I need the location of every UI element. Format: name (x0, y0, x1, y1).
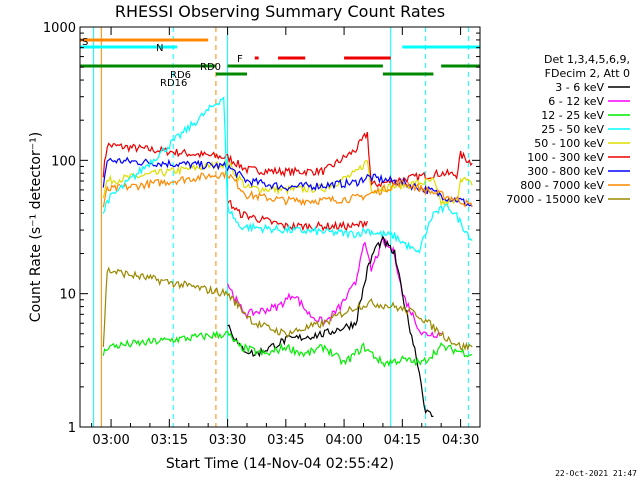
x-tick-label: 04:00 (325, 433, 362, 448)
marker-label-rd6: RD6 (170, 70, 191, 81)
legend-label: 300 - 800 keV (527, 165, 604, 178)
y-tick-label: 100 (51, 154, 76, 169)
marker-label-f: F (237, 54, 243, 65)
legend-label: 3 - 6 keV (555, 81, 604, 94)
series-line-3 (102, 169, 473, 208)
legend-label: 7000 - 15000 keV (506, 193, 604, 206)
legend-header-1: Det 1,3,4,5,6,9, (544, 53, 630, 66)
x-tick-label: 04:15 (384, 433, 421, 448)
series-line-5 (102, 96, 473, 254)
plot-frame (79, 26, 481, 428)
x-tick-label: 03:30 (209, 433, 246, 448)
series-line-7 (227, 235, 434, 417)
series-line-2 (102, 156, 473, 208)
y-tick-label: 1000 (43, 21, 76, 36)
footer-date: 22-Oct-2021 21:47 (555, 469, 637, 478)
x-tick-label: 03:15 (151, 433, 188, 448)
series-line-0 (102, 131, 473, 188)
legend-label: 100 - 300 keV (527, 151, 604, 164)
x-tick-label: 03:00 (92, 433, 129, 448)
series-line-6 (227, 236, 442, 339)
y-tick-label: 10 (59, 288, 76, 303)
x-axis-label: Start Time (14-Nov-04 02:55:42) (166, 456, 394, 472)
chart-title: RHESSI Observing Summary Count Rates (115, 2, 445, 21)
legend-header-2: FDecim 2, Att 0 (545, 67, 630, 80)
marker-label-n: N (156, 43, 163, 54)
series-line-8 (102, 330, 473, 368)
x-tick-label: 03:45 (267, 433, 304, 448)
marker-label-rd16: RD16 (160, 78, 187, 89)
legend-label: 800 - 7000 keV (520, 179, 604, 192)
series-line-9 (102, 266, 473, 352)
legend-label: 50 - 100 keV (534, 137, 604, 150)
legend-label: 6 - 12 keV (548, 95, 604, 108)
y-tick-label: 1 (68, 421, 76, 436)
legend-label: 12 - 25 keV (541, 109, 604, 122)
x-tick-label: 04:30 (442, 433, 479, 448)
marker-label-rd0: RD0 (200, 62, 221, 73)
y-axis-label: Count Rate (s⁻¹ detector⁻¹) (28, 132, 44, 322)
legend-label: 25 - 50 keV (541, 123, 604, 136)
marker-label-s: S (82, 37, 88, 48)
series-line-4 (227, 199, 368, 232)
